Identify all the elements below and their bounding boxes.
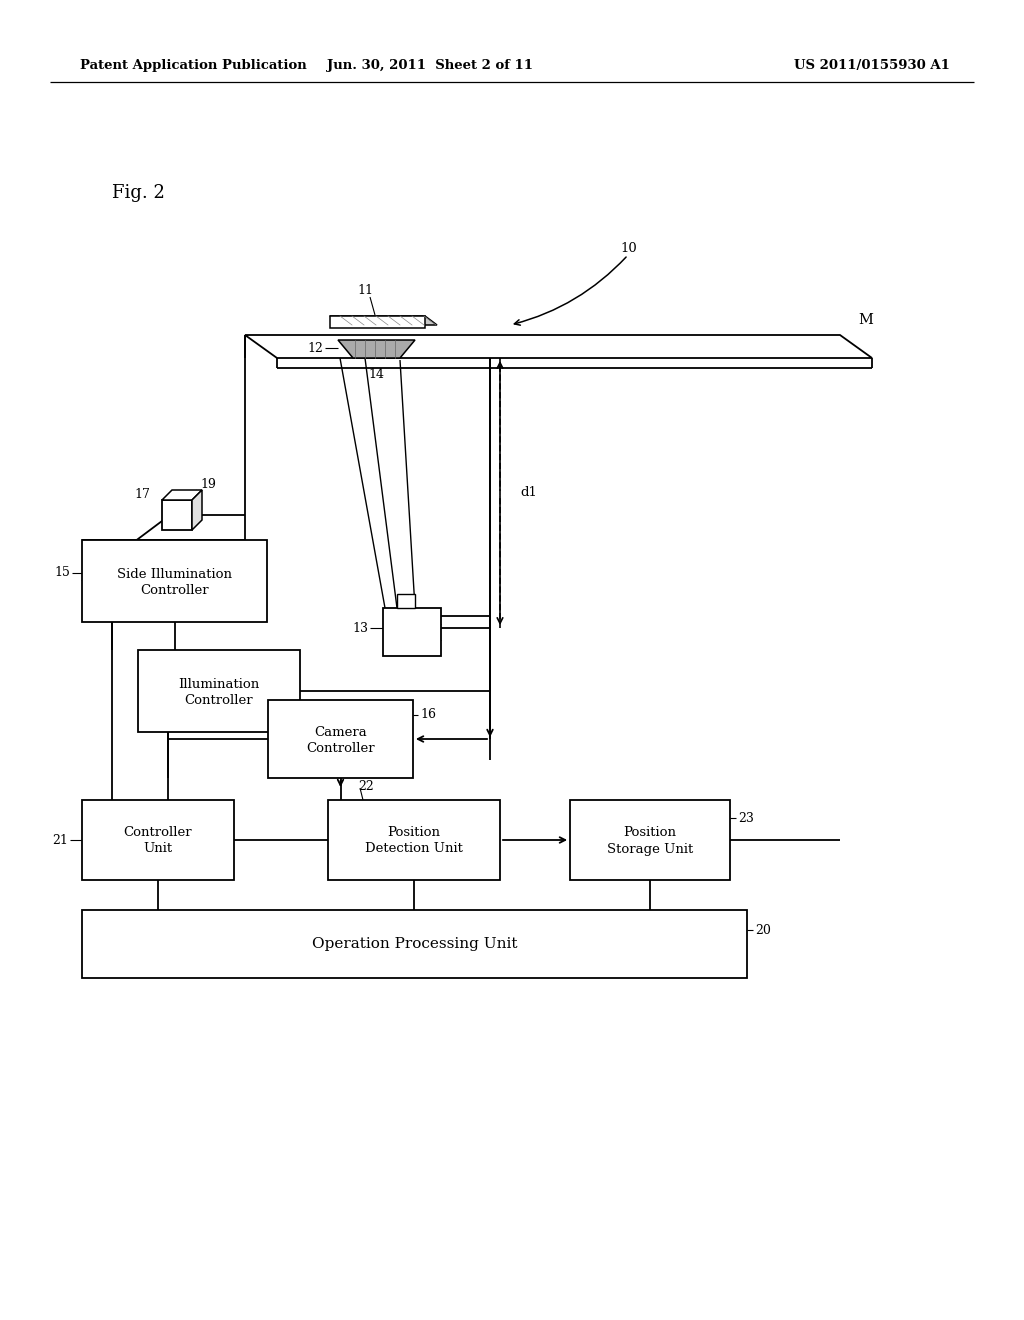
Text: d1: d1: [520, 487, 537, 499]
Bar: [82, 540, 267, 622]
Bar: [82, 800, 234, 880]
Text: 22: 22: [358, 780, 374, 792]
Bar: [383, 609, 441, 656]
Text: M: M: [858, 313, 872, 327]
Bar: [162, 500, 193, 531]
Text: Controller: Controller: [184, 693, 253, 706]
Bar: [268, 700, 413, 777]
Polygon shape: [162, 490, 202, 500]
Text: 12: 12: [307, 342, 323, 355]
Polygon shape: [338, 341, 415, 358]
Text: Side Illumination: Side Illumination: [117, 568, 232, 581]
Text: Controller: Controller: [140, 583, 209, 597]
Bar: [397, 594, 415, 609]
Text: Camera: Camera: [314, 726, 367, 738]
Text: Unit: Unit: [143, 842, 173, 855]
Text: 14: 14: [368, 367, 384, 380]
Text: 19: 19: [200, 479, 216, 491]
Text: 15: 15: [54, 566, 70, 579]
Text: US 2011/0155930 A1: US 2011/0155930 A1: [795, 58, 950, 71]
Bar: [138, 649, 300, 733]
Text: Patent Application Publication: Patent Application Publication: [80, 58, 307, 71]
Text: 23: 23: [738, 812, 754, 825]
Text: 20: 20: [755, 924, 771, 936]
Text: Jun. 30, 2011  Sheet 2 of 11: Jun. 30, 2011 Sheet 2 of 11: [327, 58, 534, 71]
Text: 13: 13: [352, 622, 368, 635]
Text: 17: 17: [134, 488, 150, 502]
Polygon shape: [193, 490, 202, 531]
Text: Position: Position: [624, 826, 677, 840]
Text: Fig. 2: Fig. 2: [112, 183, 165, 202]
Text: 16: 16: [420, 709, 436, 722]
Bar: [328, 800, 500, 880]
Polygon shape: [245, 335, 872, 358]
Text: 21: 21: [52, 833, 68, 846]
Text: Controller: Controller: [124, 826, 193, 840]
Bar: [570, 800, 730, 880]
Text: Controller: Controller: [306, 742, 375, 755]
Text: Storage Unit: Storage Unit: [607, 842, 693, 855]
Text: 11: 11: [357, 284, 373, 297]
Polygon shape: [330, 315, 425, 327]
Text: Detection Unit: Detection Unit: [366, 842, 463, 855]
Bar: [82, 909, 746, 978]
Text: 10: 10: [620, 242, 637, 255]
Text: Operation Processing Unit: Operation Processing Unit: [311, 937, 517, 950]
Text: Illumination: Illumination: [178, 677, 260, 690]
Polygon shape: [330, 315, 437, 325]
Text: Position: Position: [387, 826, 440, 840]
